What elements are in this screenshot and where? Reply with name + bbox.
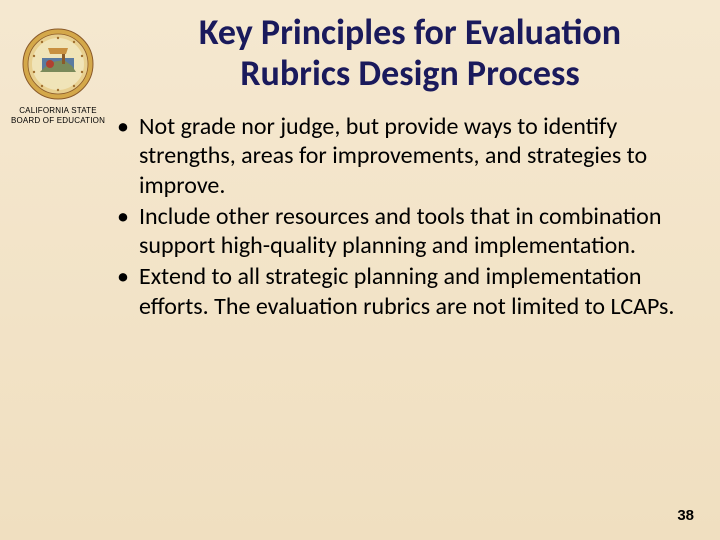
- seal-caption-line2: BOARD OF EDUCATION: [10, 116, 106, 126]
- bullet-item: Extend to all strategic planning and imp…: [115, 262, 680, 321]
- bullet-item: Not grade nor judge, but provide ways to…: [115, 112, 680, 200]
- page-number: 38: [677, 507, 694, 524]
- bullet-item: Include other resources and tools that i…: [115, 202, 680, 261]
- bullet-list: Not grade nor judge, but provide ways to…: [115, 112, 680, 323]
- seal-caption-line1: CALIFORNIA STATE: [10, 106, 106, 116]
- slide-title: Key Principles for Evaluation Rubrics De…: [0, 0, 720, 105]
- seal-caption: CALIFORNIA STATE BOARD OF EDUCATION: [10, 106, 106, 126]
- state-seal-icon: [22, 28, 94, 100]
